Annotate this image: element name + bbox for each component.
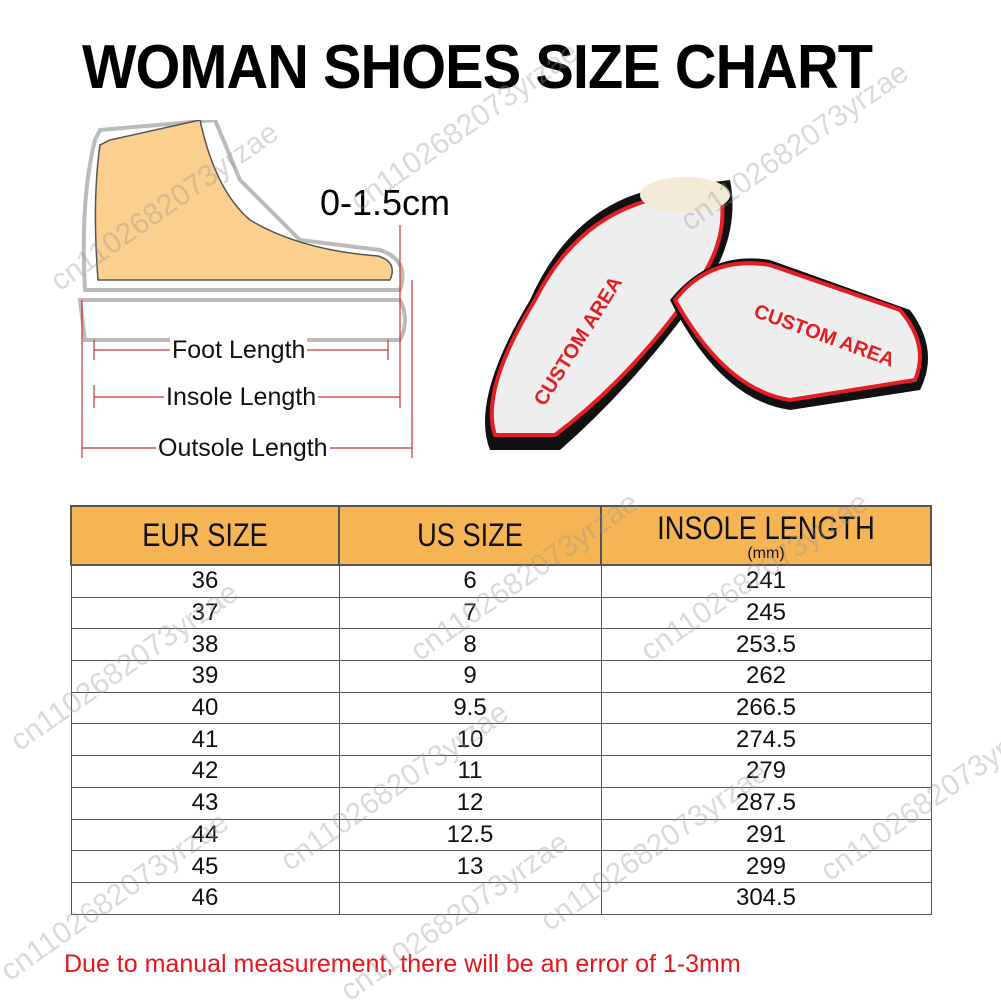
cell-insole: 245 — [600, 596, 932, 630]
cell-eur: 40 — [70, 691, 340, 725]
table-row: 36 6 241 — [70, 564, 932, 598]
foot-length-label: Foot Length — [170, 336, 308, 365]
foot-diagram — [77, 120, 413, 458]
table-row: 37 7 245 — [70, 596, 932, 630]
cell-insole: 274.5 — [600, 723, 932, 757]
measurement-note: Due to manual measurement, there will be… — [64, 950, 741, 978]
cell-eur: 36 — [70, 564, 340, 598]
cell-eur: 46 — [70, 881, 340, 915]
cell-us: 12.5 — [338, 818, 602, 852]
cell-insole: 279 — [600, 755, 932, 788]
size-table: EUR SIZE US SIZE INSOLE LENGTH (mm) 36 6 24… — [70, 505, 932, 915]
cell-us: 11 — [338, 755, 602, 788]
table-row: 46 304.5 — [70, 881, 932, 915]
header-eur: EUR SIZE — [70, 505, 340, 566]
table-row: 44 12.5 291 — [70, 818, 932, 852]
table-row: 45 13 299 — [70, 850, 932, 883]
cell-eur: 44 — [70, 818, 340, 852]
cell-insole: 253.5 — [600, 628, 932, 662]
insole-length-label: Insole Length — [164, 383, 319, 412]
cell-eur: 38 — [70, 628, 340, 662]
cell-eur: 41 — [70, 723, 340, 757]
table-row: 38 8 253.5 — [70, 628, 932, 662]
cell-insole: 299 — [600, 850, 932, 883]
cell-eur: 39 — [70, 660, 340, 693]
cell-insole: 291 — [600, 818, 932, 852]
table-row: 40 9.5 266.5 — [70, 691, 932, 725]
cell-insole: 304.5 — [600, 881, 932, 915]
cell-eur: 45 — [70, 850, 340, 883]
cell-us: 6 — [338, 564, 602, 598]
cell-eur: 42 — [70, 755, 340, 788]
cell-us: 12 — [338, 786, 602, 820]
cell-us: 9 — [338, 660, 602, 693]
table-row: 43 12 287.5 — [70, 786, 932, 820]
cell-insole: 262 — [600, 660, 932, 693]
cell-insole: 266.5 — [600, 691, 932, 725]
gap-label: 0-1.5cm — [320, 182, 451, 223]
cell-insole: 287.5 — [600, 786, 932, 820]
cell-us: 9.5 — [338, 691, 602, 725]
table-row: 39 9 262 — [70, 660, 932, 693]
cell-us: 13 — [338, 850, 602, 883]
header-insole: INSOLE LENGTH (mm) — [600, 505, 932, 566]
cell-us: 10 — [338, 723, 602, 757]
header-us: US SIZE — [338, 505, 602, 566]
cell-eur: 37 — [70, 596, 340, 630]
cell-eur: 43 — [70, 786, 340, 820]
cell-us: 7 — [338, 596, 602, 630]
cell-us: 8 — [338, 628, 602, 662]
table-row: 41 10 274.5 — [70, 723, 932, 757]
shoe-image — [485, 177, 928, 450]
cell-insole: 241 — [600, 564, 932, 598]
cell-us — [338, 881, 602, 915]
outsole-length-label: Outsole Length — [156, 434, 330, 463]
page-title: WOMAN SHOES SIZE CHART — [82, 33, 873, 102]
table-row: 42 11 279 — [70, 755, 932, 788]
